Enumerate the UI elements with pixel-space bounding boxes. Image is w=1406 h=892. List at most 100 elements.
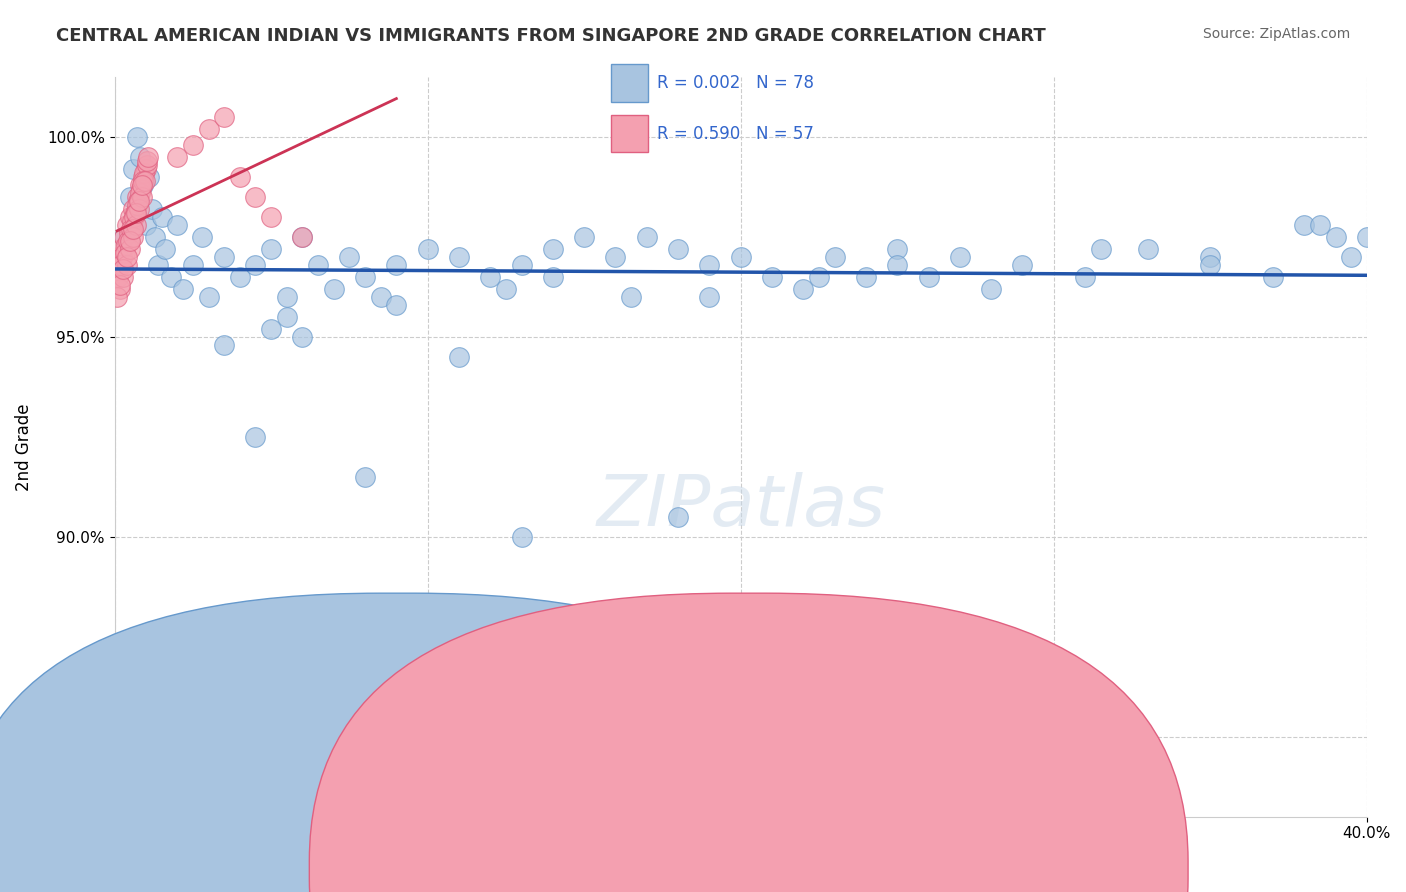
Point <box>447 250 470 264</box>
Bar <box>610 64 648 102</box>
Point <box>291 230 314 244</box>
Point <box>339 250 361 264</box>
Point <box>114 246 136 260</box>
Text: Source: ZipAtlas.com: Source: ZipAtlas.com <box>1202 27 1350 41</box>
Point <box>354 270 377 285</box>
Point <box>949 250 972 264</box>
Point <box>105 290 128 304</box>
Text: CENTRAL AMERICAN INDIAN VS IMMIGRANTS FROM SINGAPORE 2ND GRADE CORRELATION CHART: CENTRAL AMERICAN INDIAN VS IMMIGRANTS FR… <box>56 27 1046 45</box>
Point <box>125 219 148 233</box>
Point <box>122 202 145 217</box>
Point <box>666 510 689 524</box>
Point <box>138 150 160 164</box>
Point <box>125 206 148 220</box>
Point <box>385 258 408 272</box>
Point <box>135 162 157 177</box>
Point <box>118 242 141 256</box>
Point <box>118 227 141 241</box>
Point <box>132 170 155 185</box>
Point <box>129 186 152 201</box>
Point <box>260 211 283 225</box>
Point <box>111 250 134 264</box>
Point <box>143 230 166 244</box>
Point <box>134 166 156 180</box>
Point <box>181 258 204 272</box>
Point <box>197 290 219 304</box>
Point <box>1199 258 1222 272</box>
Point <box>124 206 146 220</box>
Point <box>138 170 160 185</box>
Point <box>129 182 152 196</box>
Point <box>197 122 219 136</box>
Point <box>1355 230 1378 244</box>
Point <box>245 430 267 444</box>
Point <box>141 202 163 217</box>
Bar <box>610 114 648 152</box>
Point <box>636 230 658 244</box>
Point <box>136 158 159 172</box>
Point <box>191 230 214 244</box>
Point <box>699 290 721 304</box>
Point <box>166 150 188 164</box>
Point <box>112 230 135 244</box>
Point <box>1136 242 1159 256</box>
Point <box>510 258 533 272</box>
Point <box>118 234 141 248</box>
Point <box>117 234 139 248</box>
Point <box>730 250 752 264</box>
Point <box>115 219 138 233</box>
Point <box>128 202 150 217</box>
Point <box>128 194 150 209</box>
Point <box>148 258 170 272</box>
Point <box>128 150 150 164</box>
Point <box>108 258 131 272</box>
Point <box>112 262 135 277</box>
Point <box>307 258 329 272</box>
Point <box>1309 219 1331 233</box>
Point <box>107 270 129 285</box>
Point <box>1261 270 1284 285</box>
Point <box>572 230 595 244</box>
Point <box>1340 250 1362 264</box>
Point <box>115 258 138 272</box>
Point <box>110 282 132 296</box>
Point <box>276 310 298 325</box>
Point <box>541 270 564 285</box>
Point <box>122 211 145 225</box>
Point <box>131 190 153 204</box>
Point <box>699 258 721 272</box>
Point <box>447 350 470 364</box>
Point <box>120 190 142 204</box>
Text: Immigrants from Singapore: Immigrants from Singapore <box>738 859 949 874</box>
Point <box>125 190 148 204</box>
Point <box>132 178 155 193</box>
Point <box>125 130 148 145</box>
Point <box>260 322 283 336</box>
Point <box>761 270 783 285</box>
Point <box>886 242 908 256</box>
Point <box>134 174 156 188</box>
Point <box>1011 258 1033 272</box>
Point <box>110 242 132 256</box>
Point <box>291 330 314 344</box>
Point <box>121 230 143 244</box>
Point <box>541 242 564 256</box>
Point <box>181 138 204 153</box>
Point <box>132 174 155 188</box>
Point <box>112 270 135 285</box>
Point <box>1199 250 1222 264</box>
Point <box>370 290 392 304</box>
Point <box>150 211 173 225</box>
Point <box>172 282 194 296</box>
Point <box>1324 230 1347 244</box>
Point <box>260 242 283 256</box>
Point <box>135 219 157 233</box>
Point <box>824 250 846 264</box>
Point <box>131 178 153 193</box>
Point <box>120 222 142 236</box>
Point <box>886 258 908 272</box>
Point <box>416 242 439 256</box>
Point <box>354 470 377 484</box>
Point <box>120 211 142 225</box>
Point <box>127 194 149 209</box>
